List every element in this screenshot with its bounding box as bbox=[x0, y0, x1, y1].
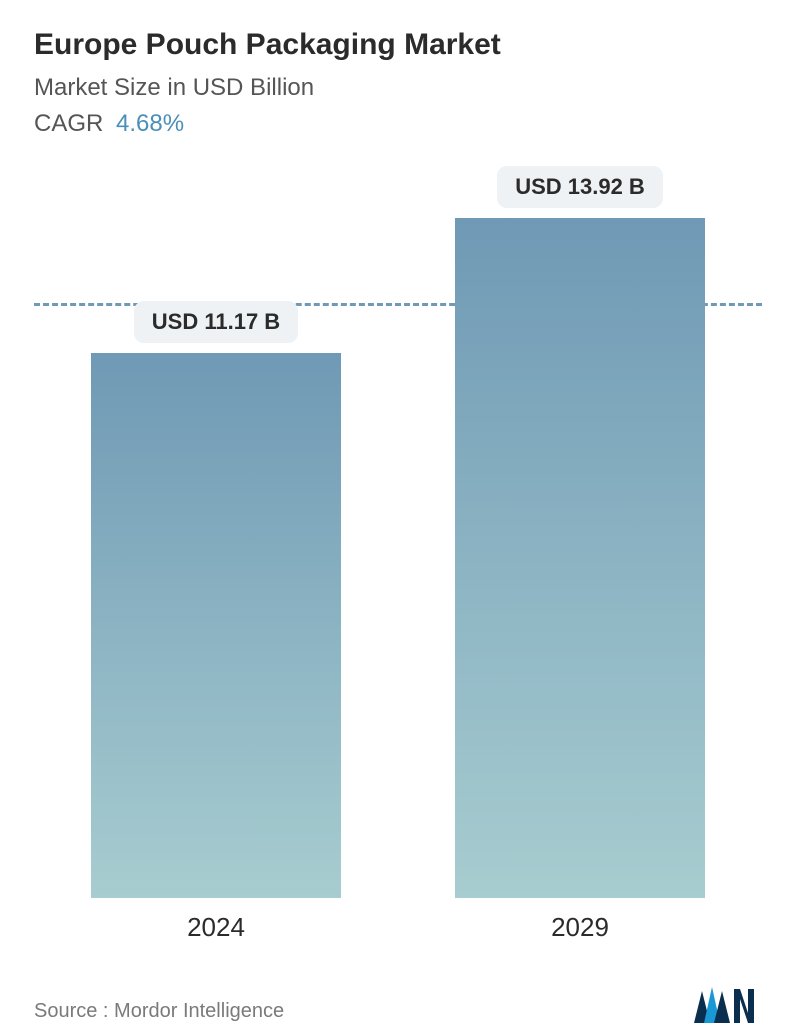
cagr-line: CAGR 4.68% bbox=[34, 110, 762, 138]
cagr-label: CAGR bbox=[34, 110, 103, 137]
value-badge: USD 13.92 B bbox=[497, 166, 663, 208]
bar bbox=[455, 218, 705, 898]
brand-logo-icon bbox=[694, 983, 762, 1023]
value-badge: USD 11.17 B bbox=[134, 301, 298, 343]
bar-group: USD 11.17 B bbox=[91, 301, 341, 898]
bar bbox=[91, 353, 341, 898]
x-axis-labels: 2024 2029 bbox=[34, 912, 762, 943]
chart-title: Europe Pouch Packaging Market bbox=[34, 28, 762, 62]
chart-plot-area: USD 11.17 B USD 13.92 B bbox=[34, 168, 762, 898]
x-axis-label: 2029 bbox=[455, 912, 705, 943]
x-axis-label: 2024 bbox=[91, 912, 341, 943]
bars-row: USD 11.17 B USD 13.92 B bbox=[34, 168, 762, 898]
bar-group: USD 13.92 B bbox=[455, 166, 705, 898]
chart-subtitle: Market Size in USD Billion bbox=[34, 74, 762, 102]
cagr-value: 4.68% bbox=[116, 110, 184, 137]
source-caption: Source : Mordor Intelligence bbox=[34, 1000, 284, 1023]
